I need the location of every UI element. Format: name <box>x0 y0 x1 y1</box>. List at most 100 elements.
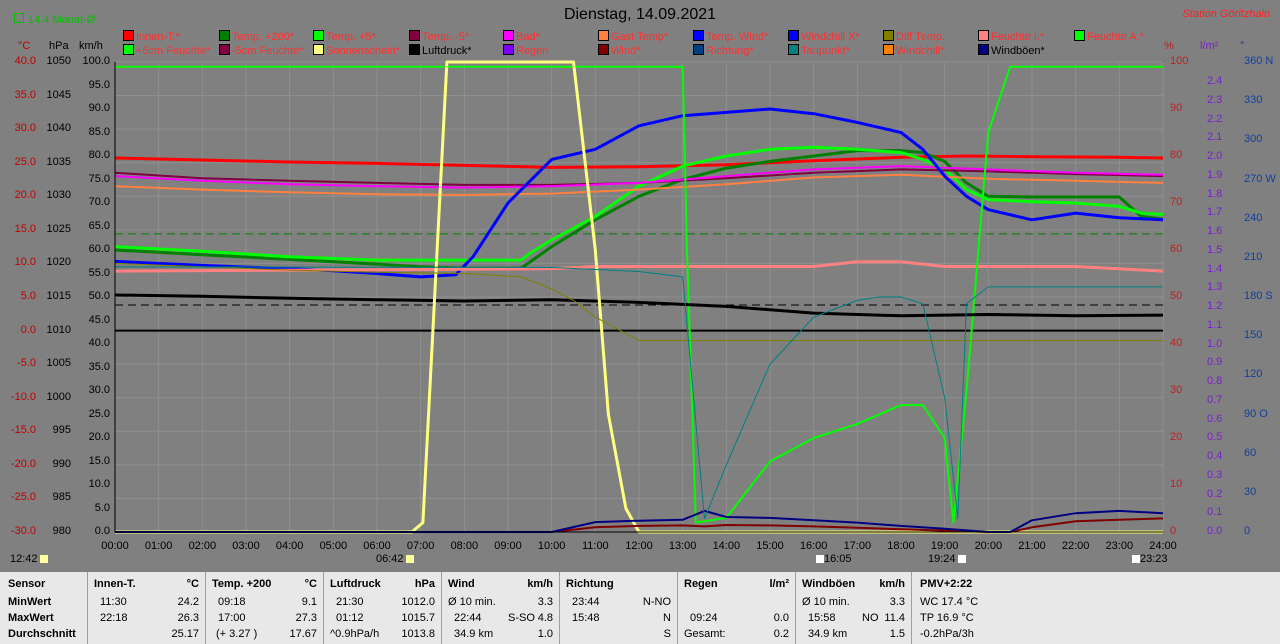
legend-swatch <box>598 44 609 55</box>
axis-header-percent: % <box>1164 40 1174 52</box>
legend-item[interactable]: Feuchte A.* <box>1074 30 1144 43</box>
y-tick-degree: 60 <box>1244 446 1257 459</box>
legend-item[interactable]: Temp. +200* <box>219 30 294 43</box>
sunset-marker: 19:24 <box>928 553 966 565</box>
stats-col-richtung: Richtung 23:44 N-NO 15:48 N S <box>560 572 678 644</box>
legend-label: Regen <box>516 45 549 57</box>
y-tick-degree: 300 <box>1244 133 1263 146</box>
stats-wind-title: Wind <box>448 578 475 590</box>
y-tick-hpa: 1005 <box>46 357 71 370</box>
y-tick-celsius: -20.0 <box>10 457 36 470</box>
stats-wind-max-time: 22:44 <box>454 612 482 624</box>
y-tick-celsius: -10.0 <box>10 390 36 403</box>
legend-item[interactable]: Diff Temp. <box>883 30 945 43</box>
y-tick-hpa: 1015 <box>46 290 71 302</box>
legend-swatch <box>788 30 799 41</box>
legend-swatch <box>503 30 514 41</box>
legend-item[interactable]: Taupunkt* <box>788 44 850 57</box>
legend-label: Luftdruck* <box>422 45 472 57</box>
y-tick-percent: 70 <box>1170 196 1183 208</box>
stats-luft-max: 1015.7 <box>401 612 435 624</box>
legend-item[interactable]: Gast Temp* <box>598 30 668 43</box>
legend-item[interactable]: Innen-T.* <box>123 30 180 43</box>
chart-legend: Innen-T.* Temp. +200* Temp. +5* Temp. -5* Ba… <box>0 30 1280 60</box>
legend-item[interactable]: Temp. Wind* <box>693 30 768 43</box>
stats-regen-time: 09:24 <box>690 612 718 624</box>
legend-item[interactable]: Windböen* <box>978 44 1045 57</box>
statistics-panel: Sensor MinWert MaxWert Durchschnitt Inne… <box>0 572 1280 644</box>
y-tick-hpa: 980 <box>52 525 71 537</box>
y-tick-hpa: 1025 <box>46 222 71 235</box>
axis-header-hpa: hPa <box>49 40 69 52</box>
stats-col-luftdruck: Luftdruck hPa 21:30 1012.0 01:12 1015.7 … <box>324 572 442 644</box>
stats-boeen-avg-label: Ø 10 min. <box>802 596 850 608</box>
sunrise-marker: 06:42 <box>376 553 414 565</box>
y-tick-degree: 90 O <box>1244 407 1268 420</box>
y-tick-degree: 210 <box>1244 250 1263 263</box>
y-tick-hpa: 995 <box>52 424 71 437</box>
legend-item[interactable]: Temp. -5* <box>409 30 469 43</box>
y-tick-celsius: 40.0 <box>14 55 36 67</box>
x-tick-label: 16:00 <box>799 540 828 552</box>
legend-item[interactable]: Temp. +5* <box>313 30 376 43</box>
sunset-time: 19:24 <box>928 553 956 565</box>
x-tick-label: 20:00 <box>974 540 1003 552</box>
stats-richtung-main: S <box>663 628 671 640</box>
legend-label: Temp. Wind* <box>706 31 769 43</box>
stats-luft-min-time: 21:30 <box>336 596 364 608</box>
stats-col-wind: Wind km/h Ø 10 min. 3.3 22:44 S-SO 4.8 3… <box>442 572 560 644</box>
stats-col-windboeen: Windböen km/h Ø 10 min. 3.3 15:58 NO 11.… <box>796 572 912 644</box>
legend-item[interactable]: Wind* <box>598 44 640 57</box>
y-tick-rain: 0.0 <box>1207 525 1223 537</box>
x-tick-label: 05:00 <box>319 540 348 552</box>
stats-temp-max-time: 17:00 <box>218 612 246 624</box>
y-tick-rain: 0.8 <box>1207 375 1223 387</box>
y-tick-celsius: 35.0 <box>14 88 36 101</box>
y-tick-kmh: 0.0 <box>94 525 110 537</box>
y-tick-hpa: 1010 <box>46 323 71 336</box>
legend-label: Temp. +200* <box>232 31 295 43</box>
legend-item[interactable]: Sonnenschein* <box>313 44 400 57</box>
legend-item[interactable]: Luftdruck* <box>409 44 472 57</box>
legend-item[interactable]: Feuchte I.* <box>978 30 1044 43</box>
stats-innen-min: 24.2 <box>177 596 199 608</box>
legend-item[interactable]: Regen <box>503 44 548 57</box>
x-tick-label: 14:00 <box>712 540 741 552</box>
y-tick-kmh: 5.0 <box>94 501 110 514</box>
y-tick-rain: 0.5 <box>1207 431 1223 444</box>
y-tick-kmh: 100.0 <box>82 55 110 67</box>
legend-swatch <box>409 44 420 55</box>
legend-item[interactable]: +5cm Feuchte* <box>123 44 210 57</box>
weather-chart <box>114 60 1164 534</box>
legend-item[interactable]: Richtung* <box>693 44 754 57</box>
legend-item[interactable]: Bad* <box>503 30 540 43</box>
y-tick-hpa: 1045 <box>46 88 71 101</box>
y-tick-celsius: 5.0 <box>20 290 36 302</box>
moonrise-marker: 12:42 <box>10 553 48 565</box>
legend-label: Sonnenschein* <box>326 45 401 57</box>
legend-label: Temp. -5* <box>422 31 470 43</box>
x-tick-label: 22:00 <box>1061 540 1090 552</box>
legend-swatch <box>123 30 134 41</box>
y-tick-kmh: 60.0 <box>88 243 110 255</box>
y-tick-rain: 1.8 <box>1207 187 1223 200</box>
series-line-bad <box>114 165 1164 189</box>
y-tick-kmh: 50.0 <box>88 290 110 302</box>
series-line-feuchte-a- <box>115 65 1163 524</box>
legend-swatch <box>598 30 609 41</box>
legend-label: +5cm Feuchte* <box>136 45 211 57</box>
month-average-label: 14.4 Monat-Ø <box>14 13 95 26</box>
legend-swatch <box>409 30 420 41</box>
legend-item[interactable]: Windchill X* <box>788 30 860 43</box>
series-line-feuchte-i- <box>114 260 1164 273</box>
legend-item[interactable]: Windchill* <box>883 44 944 57</box>
y-tick-degree: 180 S <box>1244 290 1273 302</box>
axis-header-degree: ° <box>1240 40 1245 52</box>
x-tick-label: 17:00 <box>843 540 872 552</box>
legend-swatch <box>978 44 989 55</box>
legend-swatch <box>883 44 894 55</box>
moonset-time: 23:23 <box>1140 553 1168 565</box>
legend-item[interactable]: -5cm Feuchte* <box>219 44 304 57</box>
stats-richtung-time1: 23:44 <box>572 596 600 608</box>
stats-wind-unit: km/h <box>527 578 553 590</box>
